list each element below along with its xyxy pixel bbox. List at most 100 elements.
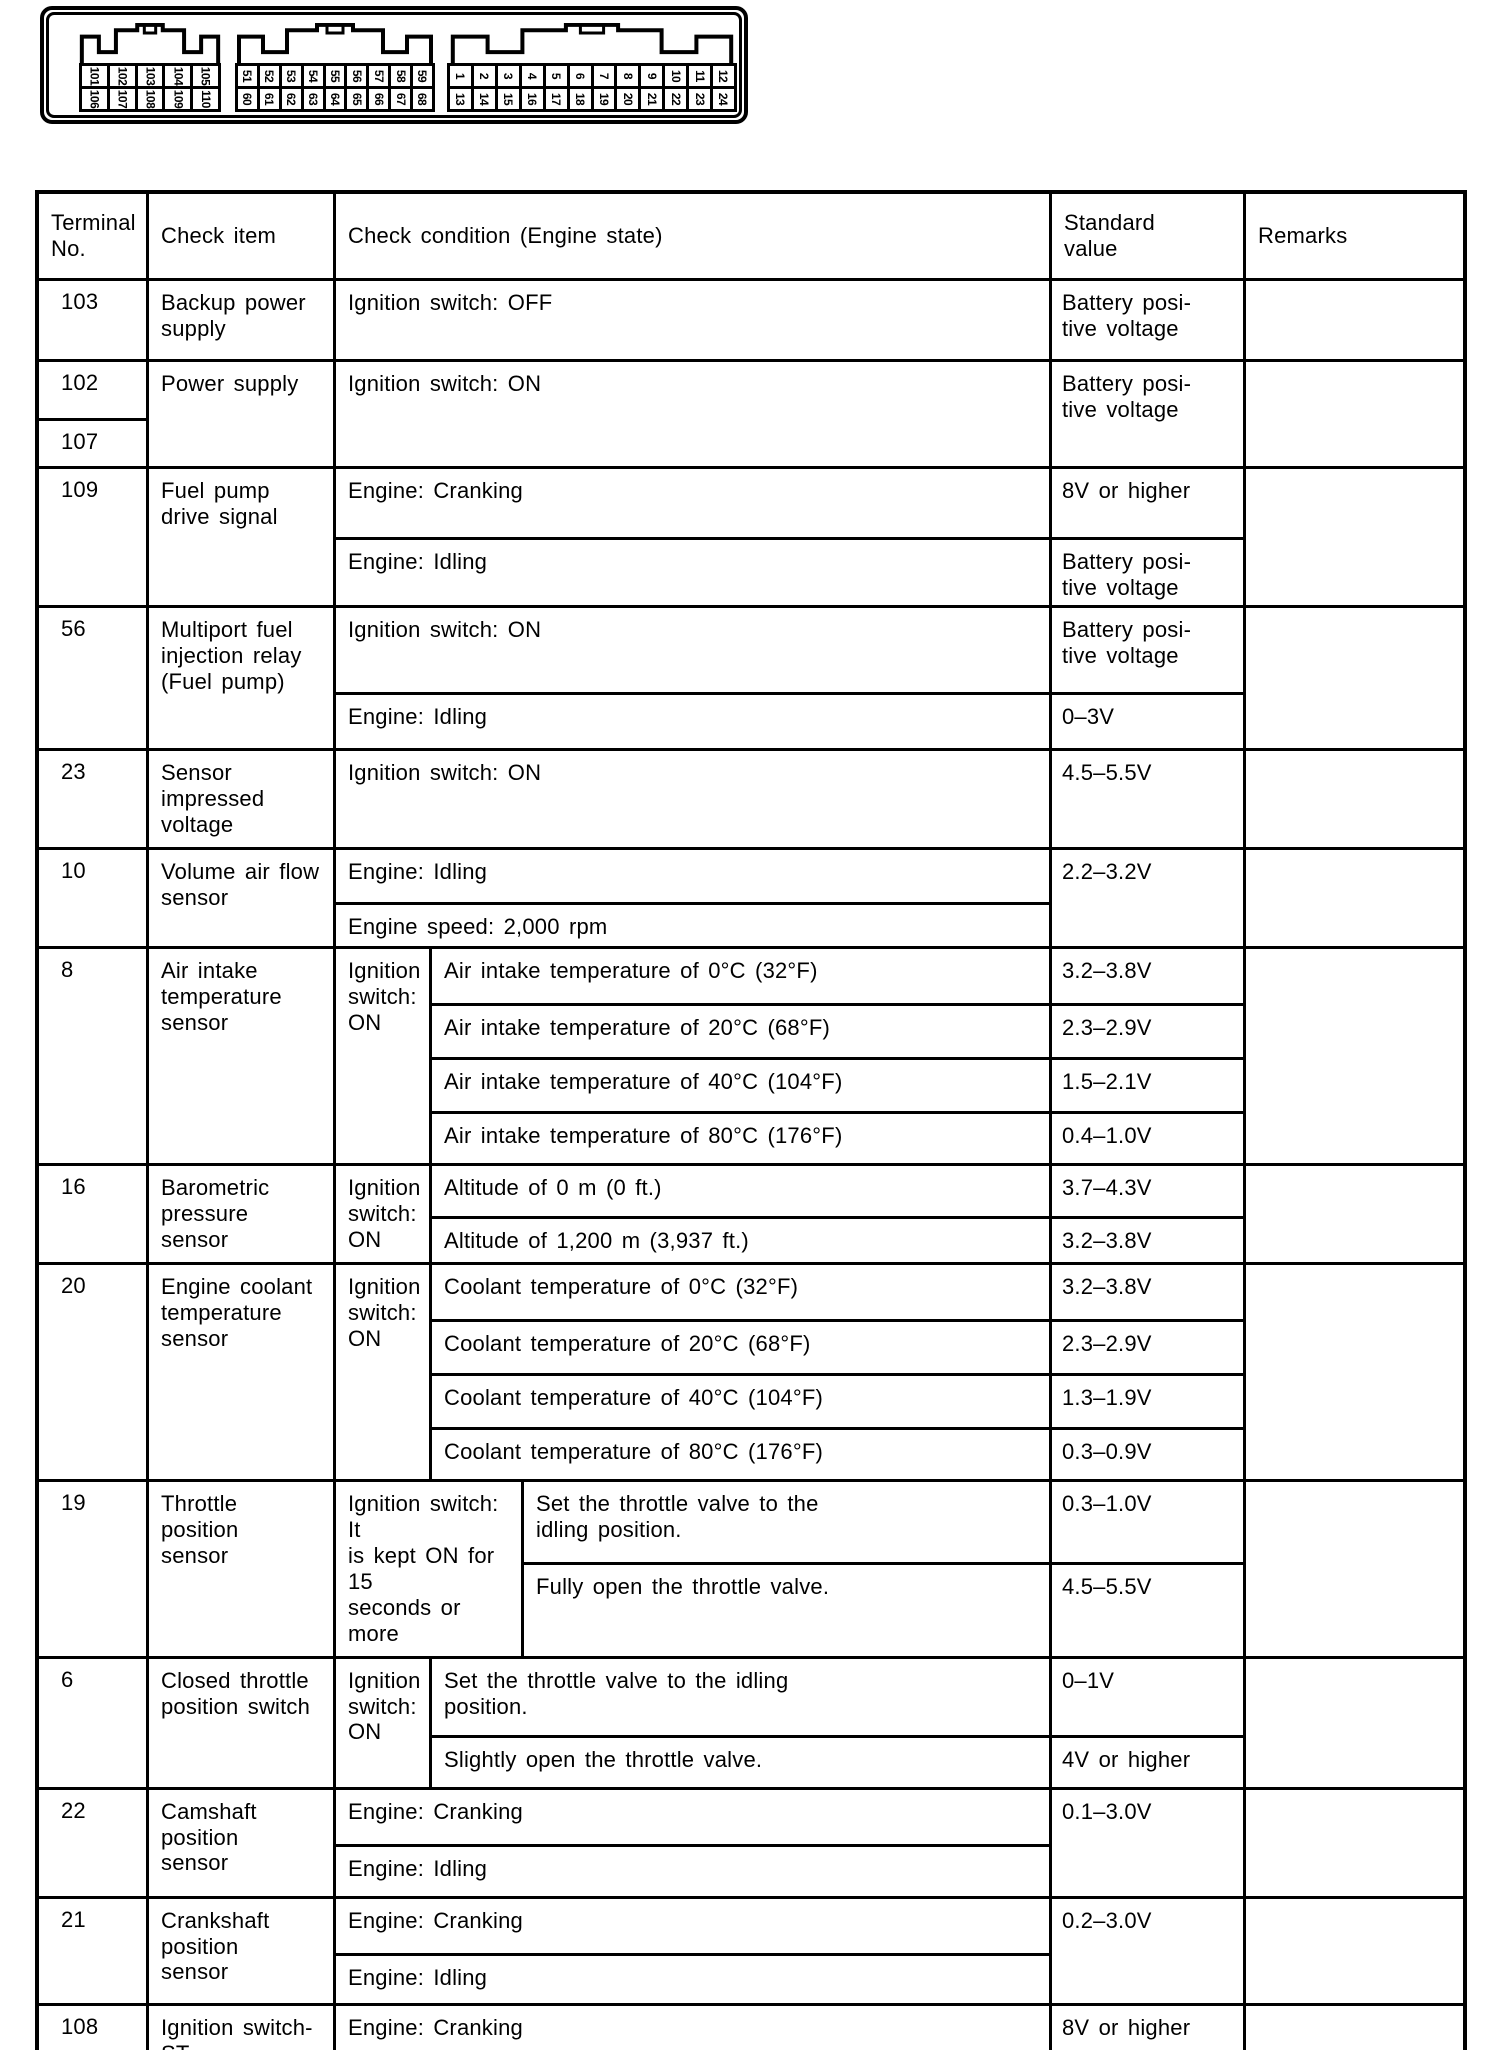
pin-number: 104 bbox=[170, 66, 185, 86]
terminal-column: 108 bbox=[39, 2005, 149, 2050]
terminal-cell: 8 bbox=[61, 956, 74, 982]
check-item-cell: Camshaft position sensor bbox=[161, 1798, 257, 1876]
pin-number: 66 bbox=[371, 92, 386, 106]
ecu-connector-diagram: 101 102 103 104 105 106 107 108 109 110 51 52 53 54 55… bbox=[40, 6, 748, 124]
remarks-cell bbox=[1246, 949, 1463, 1163]
standard-value-column: 0.2–3.0V bbox=[1052, 1898, 1246, 2003]
terminal-cell: 22 bbox=[61, 1797, 86, 1823]
standard-value-cell: 0.4–1.0V bbox=[1052, 1110, 1243, 1163]
standard-value-cell: 0.3–0.9V bbox=[1052, 1426, 1243, 1479]
check-item-cell: Closed throttle position switch bbox=[161, 1667, 311, 1719]
connector-block-1: 101 102 103 104 105 106 107 108 109 110 bbox=[79, 23, 221, 117]
terminal-column: 10 bbox=[39, 849, 149, 946]
pin-number: 2 bbox=[477, 72, 492, 80]
standard-value-column: Battery posi- tive voltage 0–3V bbox=[1052, 608, 1246, 748]
standard-value-cell: 3.2–3.8V bbox=[1062, 1273, 1152, 1299]
standard-value-cell: Battery posi- tive voltage bbox=[1052, 537, 1243, 605]
pin-number: 68 bbox=[415, 92, 430, 106]
connector-block-3: 1 2 3 4 5 6 7 8 9 10 11 12 13 14 15 16 17 18 19 20 21 22 23 24 bbox=[447, 23, 738, 117]
standard-value-cell: 0–1V bbox=[1062, 1667, 1115, 1693]
condition-cell: Set the throttle valve to the idling pos… bbox=[536, 1490, 819, 1542]
check-condition-column: Engine: Cranking Engine: Idling bbox=[336, 1898, 1052, 2003]
check-item-column: Multiport fuel injection relay (Fuel pum… bbox=[149, 608, 336, 748]
condition-cell: Fully open the throttle valve. bbox=[524, 1561, 1049, 1614]
pin-number: 11 bbox=[692, 70, 707, 82]
pin-number: 17 bbox=[549, 92, 564, 106]
condition-prefix-cell: Ignition switch: ON bbox=[336, 1658, 432, 1787]
pin-cell-6: 6 bbox=[566, 63, 594, 89]
remarks-cell bbox=[1246, 1790, 1463, 1896]
table-row-group-terminal-16: 16 Barometric pressure sensor Ignition swi… bbox=[39, 1162, 1463, 1262]
table-row-group-terminal-103: 103 Backup power supply Ignition switch: O… bbox=[39, 278, 1463, 359]
pin-cell-18: 18 bbox=[566, 86, 594, 112]
terminal-column: 22 bbox=[39, 1789, 149, 1896]
pin-number: 103 bbox=[142, 66, 157, 86]
check-item-column: Power supply bbox=[149, 362, 336, 466]
pin-row: 1 2 3 4 5 6 7 8 9 10 11 12 bbox=[447, 63, 738, 89]
remarks-cell bbox=[1246, 281, 1463, 359]
check-condition-column: Engine: Cranking bbox=[336, 2005, 1052, 2050]
table-row-group-terminal-8: 8 Air intake temperature sensor Ignition s… bbox=[39, 945, 1463, 1163]
terminal-column: 103 bbox=[39, 281, 149, 359]
pin-number: 52 bbox=[262, 69, 277, 83]
pin-number: 110 bbox=[198, 90, 213, 108]
terminal-check-table: Terminal No. Check item Check condition … bbox=[35, 190, 1467, 2050]
pin-cell-14: 14 bbox=[470, 86, 498, 112]
pin-number: 55 bbox=[328, 69, 343, 83]
terminal-cell: 103 bbox=[61, 289, 99, 314]
standard-value-cell: 4.5–5.5V bbox=[1052, 1561, 1243, 1614]
pin-number: 18 bbox=[573, 92, 588, 106]
check-item-cell: Volume air flow sensor bbox=[161, 858, 320, 910]
pin-number: 9 bbox=[644, 72, 659, 80]
check-condition-column: Ignition switch: OFF bbox=[336, 281, 1052, 359]
check-item-cell: Multiport fuel injection relay (Fuel pum… bbox=[161, 617, 302, 694]
standard-value-cell: 3.7–4.3V bbox=[1062, 1174, 1152, 1200]
check-item-column: Engine coolant temperature sensor bbox=[149, 1264, 336, 1479]
pin-number: 12 bbox=[716, 69, 731, 83]
standard-value-cell: 2.3–2.9V bbox=[1052, 1002, 1243, 1057]
pin-cell-17: 17 bbox=[542, 86, 570, 112]
pin-cell-53: 53 bbox=[278, 63, 304, 89]
standard-value-column: 2.2–3.2V bbox=[1052, 849, 1246, 946]
terminal-cell: 107 bbox=[39, 418, 146, 463]
terminal-column: 16 bbox=[39, 1165, 149, 1262]
pin-number: 62 bbox=[284, 92, 299, 106]
check-item-cell: Sensor impressed voltage bbox=[161, 760, 265, 837]
remarks-cell bbox=[1246, 469, 1463, 605]
terminal-column: 102 107 bbox=[39, 362, 149, 466]
pin-number: 107 bbox=[115, 89, 130, 109]
check-item-column: Closed throttle position switch bbox=[149, 1658, 336, 1787]
check-item-column: Air intake temperature sensor bbox=[149, 948, 336, 1163]
terminal-cell: 102 bbox=[61, 370, 99, 395]
pin-cell-108: 108 bbox=[134, 86, 166, 112]
terminal-cell: 16 bbox=[61, 1173, 86, 1199]
table-row-group-terminal-23: 23 Sensor impressed voltage Ignition switc… bbox=[39, 748, 1463, 847]
table-row-group-terminal-20: 20 Engine coolant temperature sensor Ignit… bbox=[39, 1261, 1463, 1479]
pin-number: 10 bbox=[668, 69, 683, 83]
pin-number: 65 bbox=[349, 92, 364, 106]
pin-number: 59 bbox=[415, 69, 430, 83]
pin-number: 8 bbox=[620, 72, 635, 80]
condition-sub-rows: Altitude of 0 m (0 ft.) Altitude of 1,200… bbox=[432, 1166, 1049, 1262]
pin-row: 60 61 62 63 64 65 66 67 68 bbox=[235, 86, 436, 112]
terminal-cell: 108 bbox=[61, 2013, 99, 2039]
condition-cell: Ignition switch: ON bbox=[348, 760, 542, 785]
table-row-group-terminal-22: 22 Camshaft position sensor Engine: Cranki… bbox=[39, 1786, 1463, 1896]
standard-value-column: 3.2–3.8V 2.3–2.9V 1.3–1.9V 0.3–0.9V bbox=[1052, 1264, 1246, 1479]
remarks-column bbox=[1246, 608, 1463, 748]
condition-cell: Engine: Idling bbox=[348, 858, 488, 884]
pin-number: 20 bbox=[620, 92, 635, 106]
standard-value-cell: 0–3V bbox=[1052, 692, 1243, 748]
pin-cell-107: 107 bbox=[106, 86, 138, 112]
standard-value-cell: 3.2–3.8V bbox=[1052, 1215, 1243, 1262]
pin-number: 13 bbox=[453, 92, 468, 106]
standard-value-column: Battery posi- tive voltage bbox=[1052, 362, 1246, 466]
remarks-cell bbox=[1246, 1166, 1463, 1262]
pin-number: 64 bbox=[328, 92, 343, 106]
standard-value-column: 0.1–3.0V bbox=[1052, 1789, 1246, 1896]
pin-cell-109: 109 bbox=[162, 86, 194, 112]
pin-number: 22 bbox=[668, 92, 683, 106]
standard-value-cell: 2.2–3.2V bbox=[1062, 858, 1152, 884]
condition-cell: Set the throttle valve to the idling pos… bbox=[444, 1667, 789, 1719]
condition-cell: Engine: Idling bbox=[336, 1952, 1049, 2003]
